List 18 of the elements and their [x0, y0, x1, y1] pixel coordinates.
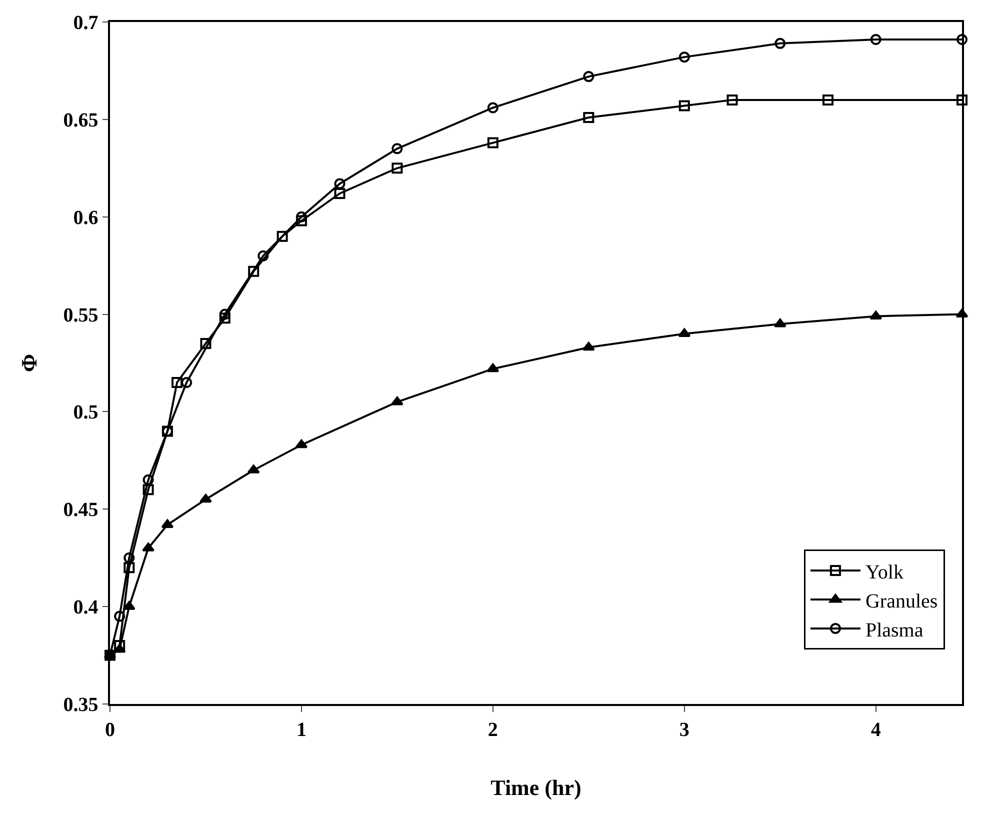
y-tick-label: 0.7 [73, 12, 98, 34]
y-axis-title: Φ [16, 354, 42, 372]
y-tick-label: 0.6 [73, 206, 98, 229]
legend-label: Yolk [865, 561, 904, 584]
x-tick-label: 2 [488, 718, 498, 741]
y-tick-label: 0.4 [73, 596, 98, 619]
x-tick-label: 3 [679, 718, 690, 741]
x-axis-title: Time (hr) [490, 775, 582, 800]
legend-label: Plasma [865, 619, 924, 642]
y-tick-label: 0.65 [63, 109, 98, 132]
y-tick-label: 0.45 [63, 499, 98, 522]
y-tick-label: 0.35 [63, 694, 98, 716]
x-tick-label: 1 [296, 718, 306, 741]
y-tick-label: 0.55 [63, 304, 98, 326]
legend-label: Granules [865, 590, 938, 612]
y-tick-label: 0.5 [73, 402, 98, 424]
x-tick-label: 4 [870, 718, 881, 741]
x-tick-label: 0 [105, 718, 115, 741]
